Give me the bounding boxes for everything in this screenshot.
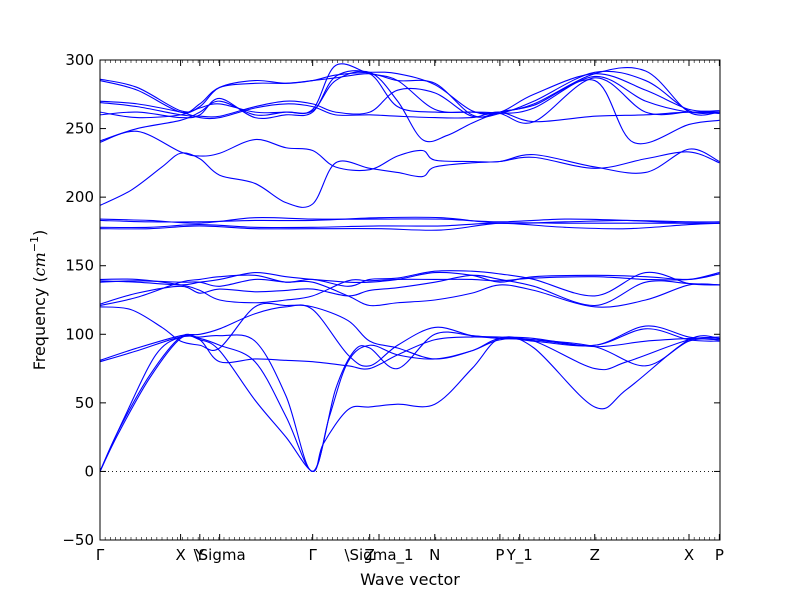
- phonon-branch-18: [100, 70, 720, 145]
- x-tick-label: P: [495, 546, 504, 564]
- y-tick-label: 250: [65, 120, 94, 138]
- phonon-branch-6: [100, 302, 720, 360]
- phonon-branch-5: [100, 304, 720, 367]
- phonon-branch-12: [100, 222, 720, 231]
- x-tick-label: Γ: [308, 546, 317, 564]
- phonon-branch-3: [100, 331, 720, 472]
- phonon-branch-23: [100, 70, 720, 118]
- x-tick-label: X: [175, 546, 185, 564]
- x-tick-label: \Sigma: [194, 546, 246, 564]
- y-axis-title-unit: cm: [30, 252, 49, 276]
- x-tick-label: \Sigma_1: [344, 546, 413, 565]
- x-tick-label: N: [429, 546, 440, 564]
- phonon-branch-17: [100, 130, 720, 174]
- phonon-branch-10: [100, 272, 720, 304]
- phonon-branch-2: [100, 333, 720, 472]
- x-tick-label: Z: [590, 546, 600, 564]
- y-tick-label: −50: [62, 531, 94, 549]
- y-tick-label: 300: [65, 51, 94, 69]
- y-axis-title: Frequency (cm−1): [28, 230, 49, 371]
- phonon-branch-11: [100, 271, 720, 286]
- phonon-branch-21: [100, 100, 720, 123]
- y-tick-label: 200: [65, 188, 94, 206]
- x-tick-label: Γ: [96, 546, 105, 564]
- phonon-branch-8: [100, 274, 720, 307]
- y-axis-title-suffix: ): [30, 230, 49, 236]
- y-tick-label: 100: [65, 325, 94, 343]
- y-tick-label: 150: [65, 257, 94, 275]
- dispersion-curves: [100, 63, 720, 472]
- y-tick-label: 0: [84, 462, 94, 480]
- x-tick-label: Y_1: [506, 546, 533, 565]
- phonon-branch-16: [100, 151, 720, 208]
- x-tick-label: Y: [194, 546, 205, 564]
- y-tick-label: 50: [75, 394, 94, 412]
- y-axis-title-exponent: −1: [28, 236, 41, 252]
- y-axis-title-prefix: Frequency (: [30, 276, 49, 370]
- phonon-branch-13: [100, 222, 720, 230]
- x-axis-minor-ticks: [99, 60, 721, 540]
- x-tick-label: X: [684, 546, 694, 564]
- phonon-branch-15: [100, 216, 720, 224]
- phonon-branch-7: [100, 270, 720, 307]
- plot-frame: [99, 59, 721, 541]
- x-axis-title: Wave vector: [360, 570, 460, 589]
- y-axis-ticks: −50 0 50 100 150 200 250 300: [62, 51, 720, 549]
- x-tick-label: P: [715, 546, 724, 564]
- x-axis-ticks: Γ X Y\Sigma Γ Z\Sigma_1 N P Y_1 Z X P: [96, 60, 724, 565]
- phonon-branch-24: [100, 71, 720, 115]
- x-tick-label: Z: [365, 546, 375, 564]
- phonon-branch-1: [100, 334, 720, 472]
